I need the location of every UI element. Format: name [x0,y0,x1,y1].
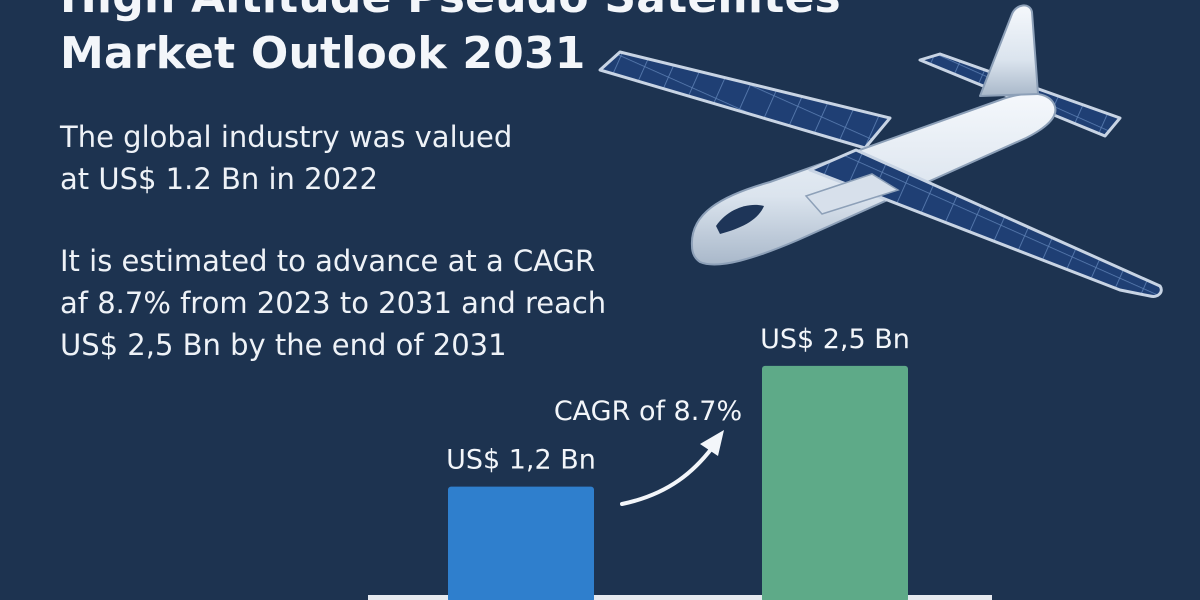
title-line-1: High Altitude Pseudo Satellites [60,0,841,26]
bar-2022 [448,486,594,600]
forecast-line-3: US$ 2,5 Bn by the end of 2031 [60,328,507,362]
value-label-2022: US$ 1,2 Bn [446,445,596,476]
cagr-arrow-head [700,430,724,456]
valuation-line-2: at US$ 1.2 Bn in 2022 [60,162,378,196]
cagr-annotation: CAGR of 8.7% [554,396,742,427]
chart-bars [448,365,908,600]
valuation-paragraph: The global industry was valued at US$ 1.… [60,116,512,200]
page-title: High Altitude Pseudo Satellites Market O… [60,0,841,82]
value-label-2031: US$ 2,5 Bn [760,324,910,355]
valuation-line-1: The global industry was valued [60,120,513,154]
bar-2031 [762,365,908,600]
title-line-2: Market Outlook 2031 [60,28,586,79]
cagr-arrow-icon [620,446,714,506]
chart-value-labels: US$ 1,2 Bn US$ 2,5 Bn [446,324,910,476]
forecast-paragraph: It is estimated to advance at a CAGR af … [60,240,606,366]
forecast-line-2: af 8.7% from 2023 to 2031 and reach [60,286,607,320]
airplane-with-solar-wings-icon [598,4,1163,298]
market-size-bar-chart: US$ 1,2 Bn US$ 2,5 Bn CAGR of 8.7% [368,324,992,600]
forecast-line-1: It is estimated to advance at a CAGR [60,244,596,278]
